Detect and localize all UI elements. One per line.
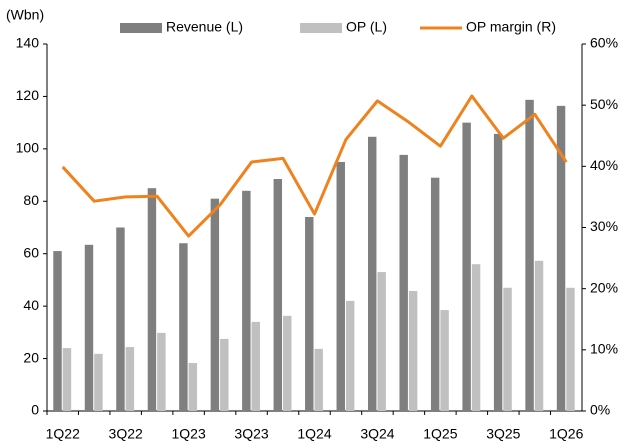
x-tick-label: 1Q24 xyxy=(297,426,331,442)
y-tick-label: 80 xyxy=(23,192,39,208)
bar xyxy=(345,300,355,411)
bar xyxy=(157,332,166,411)
bar xyxy=(251,321,260,411)
y-tick-label: 40 xyxy=(23,297,39,313)
bar xyxy=(525,99,534,411)
bar xyxy=(305,217,314,411)
y2-tick-label: 30% xyxy=(590,218,618,234)
bar xyxy=(471,264,481,411)
bar xyxy=(220,338,229,411)
x-tick-label: 1Q22 xyxy=(46,426,80,442)
bar xyxy=(314,348,323,411)
bar xyxy=(399,154,408,412)
bar xyxy=(493,133,503,412)
bar xyxy=(116,227,125,411)
x-tick-label: 1Q23 xyxy=(171,426,205,442)
bar xyxy=(283,315,292,411)
bar xyxy=(273,179,283,411)
bar xyxy=(242,190,251,411)
bar xyxy=(566,287,575,411)
bar xyxy=(179,243,188,411)
bar xyxy=(556,105,566,411)
y2-tick-label: 20% xyxy=(590,279,618,295)
bar xyxy=(440,310,449,411)
x-tick-label: 3Q25 xyxy=(486,426,520,442)
bar xyxy=(462,122,471,412)
line-series xyxy=(61,94,568,238)
bar xyxy=(377,272,386,411)
y-axis-label: (Wbn) xyxy=(6,7,44,23)
x-tick-label: 3Q24 xyxy=(360,426,394,442)
x-tick-label: 1Q26 xyxy=(549,426,583,442)
y2-tick-label: 10% xyxy=(590,341,618,357)
bar xyxy=(125,347,135,411)
bar xyxy=(408,290,418,411)
y-tick-label: 0 xyxy=(31,402,39,418)
bar xyxy=(84,244,94,411)
bar xyxy=(147,188,157,411)
y2-tick-label: 50% xyxy=(590,96,618,112)
y-tick-label: 20 xyxy=(23,349,39,365)
bar xyxy=(94,353,103,411)
legend-label: OP margin (R) xyxy=(466,19,556,35)
y-tick-label: 140 xyxy=(16,35,40,51)
bar xyxy=(62,348,72,411)
x-tick-label: 3Q22 xyxy=(109,426,143,442)
y-tick-label: 120 xyxy=(16,87,40,103)
bar xyxy=(210,198,220,411)
bar xyxy=(188,363,198,411)
y-tick-label: 100 xyxy=(16,140,40,156)
bar xyxy=(53,251,62,411)
legend-label: OP (L) xyxy=(346,19,387,35)
bar xyxy=(336,161,345,411)
legend-swatch xyxy=(120,23,162,33)
y-tick-label: 60 xyxy=(23,244,39,260)
x-tick-label: 1Q25 xyxy=(423,426,457,442)
bar xyxy=(368,136,377,411)
legend-label: Revenue (L) xyxy=(166,19,243,35)
bar xyxy=(430,177,440,411)
y2-tick-label: 40% xyxy=(590,157,618,173)
bar xyxy=(503,287,512,411)
legend-swatch xyxy=(300,23,342,33)
bar xyxy=(534,260,544,411)
x-tick-label: 3Q23 xyxy=(234,426,268,442)
y2-tick-label: 60% xyxy=(590,35,618,51)
y2-tick-label: 0% xyxy=(590,402,610,418)
